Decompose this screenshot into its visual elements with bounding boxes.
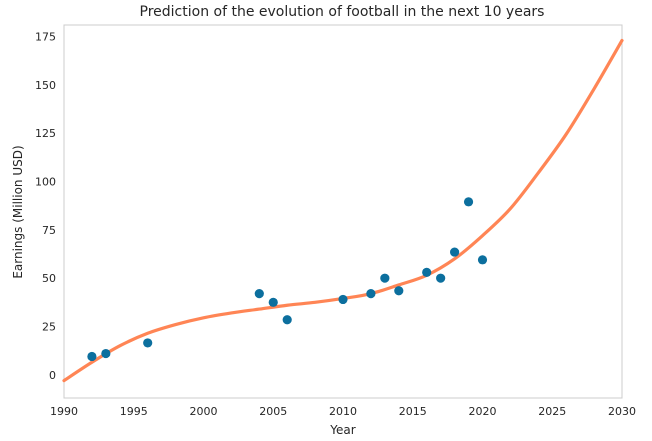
y-tick-label: 100: [35, 176, 56, 189]
y-tick-label: 175: [35, 31, 56, 44]
data-point: [254, 289, 264, 299]
x-tick-label: 1990: [50, 405, 78, 418]
data-point: [436, 273, 446, 283]
y-tick-label: 75: [42, 224, 56, 237]
data-point: [366, 289, 376, 299]
plot-marks: [62, 38, 624, 383]
x-tick-label: 2015: [399, 405, 427, 418]
x-tick-label: 2000: [190, 405, 218, 418]
y-axis-label: Earnings (Million USD): [11, 145, 25, 278]
plot-area: [63, 24, 623, 399]
chart-title: Prediction of the evolution of football …: [140, 4, 545, 20]
x-tick-label: 2010: [329, 405, 357, 418]
y-tick-label: 150: [35, 79, 56, 92]
y-tick-label: 125: [35, 127, 56, 140]
x-tick-label: 2025: [538, 405, 566, 418]
data-point: [380, 273, 390, 283]
x-axis-ticks: 1990 1995 2000 2005 2010 2015 2020 2025 2030: [50, 405, 636, 418]
data-point: [422, 267, 432, 277]
data-point: [87, 351, 97, 362]
data-point: [450, 247, 460, 257]
y-tick-label: 0: [49, 369, 56, 382]
x-axis-label: Year: [329, 423, 355, 437]
y-tick-label: 25: [42, 320, 56, 333]
data-point: [477, 255, 488, 265]
x-tick-label: 2030: [608, 405, 636, 418]
x-tick-label: 1995: [120, 405, 148, 418]
data-point: [268, 297, 278, 307]
data-point: [394, 286, 404, 296]
data-point: [282, 315, 292, 325]
x-tick-label: 2020: [469, 405, 497, 418]
y-axis-ticks: 0 25 50 75 100 125 150 175: [35, 31, 56, 382]
data-point: [338, 294, 348, 305]
data-point: [143, 338, 153, 348]
y-tick-label: 50: [42, 272, 56, 285]
data-point: [101, 348, 111, 359]
x-tick-label: 2005: [259, 405, 287, 418]
data-point: [463, 197, 474, 207]
